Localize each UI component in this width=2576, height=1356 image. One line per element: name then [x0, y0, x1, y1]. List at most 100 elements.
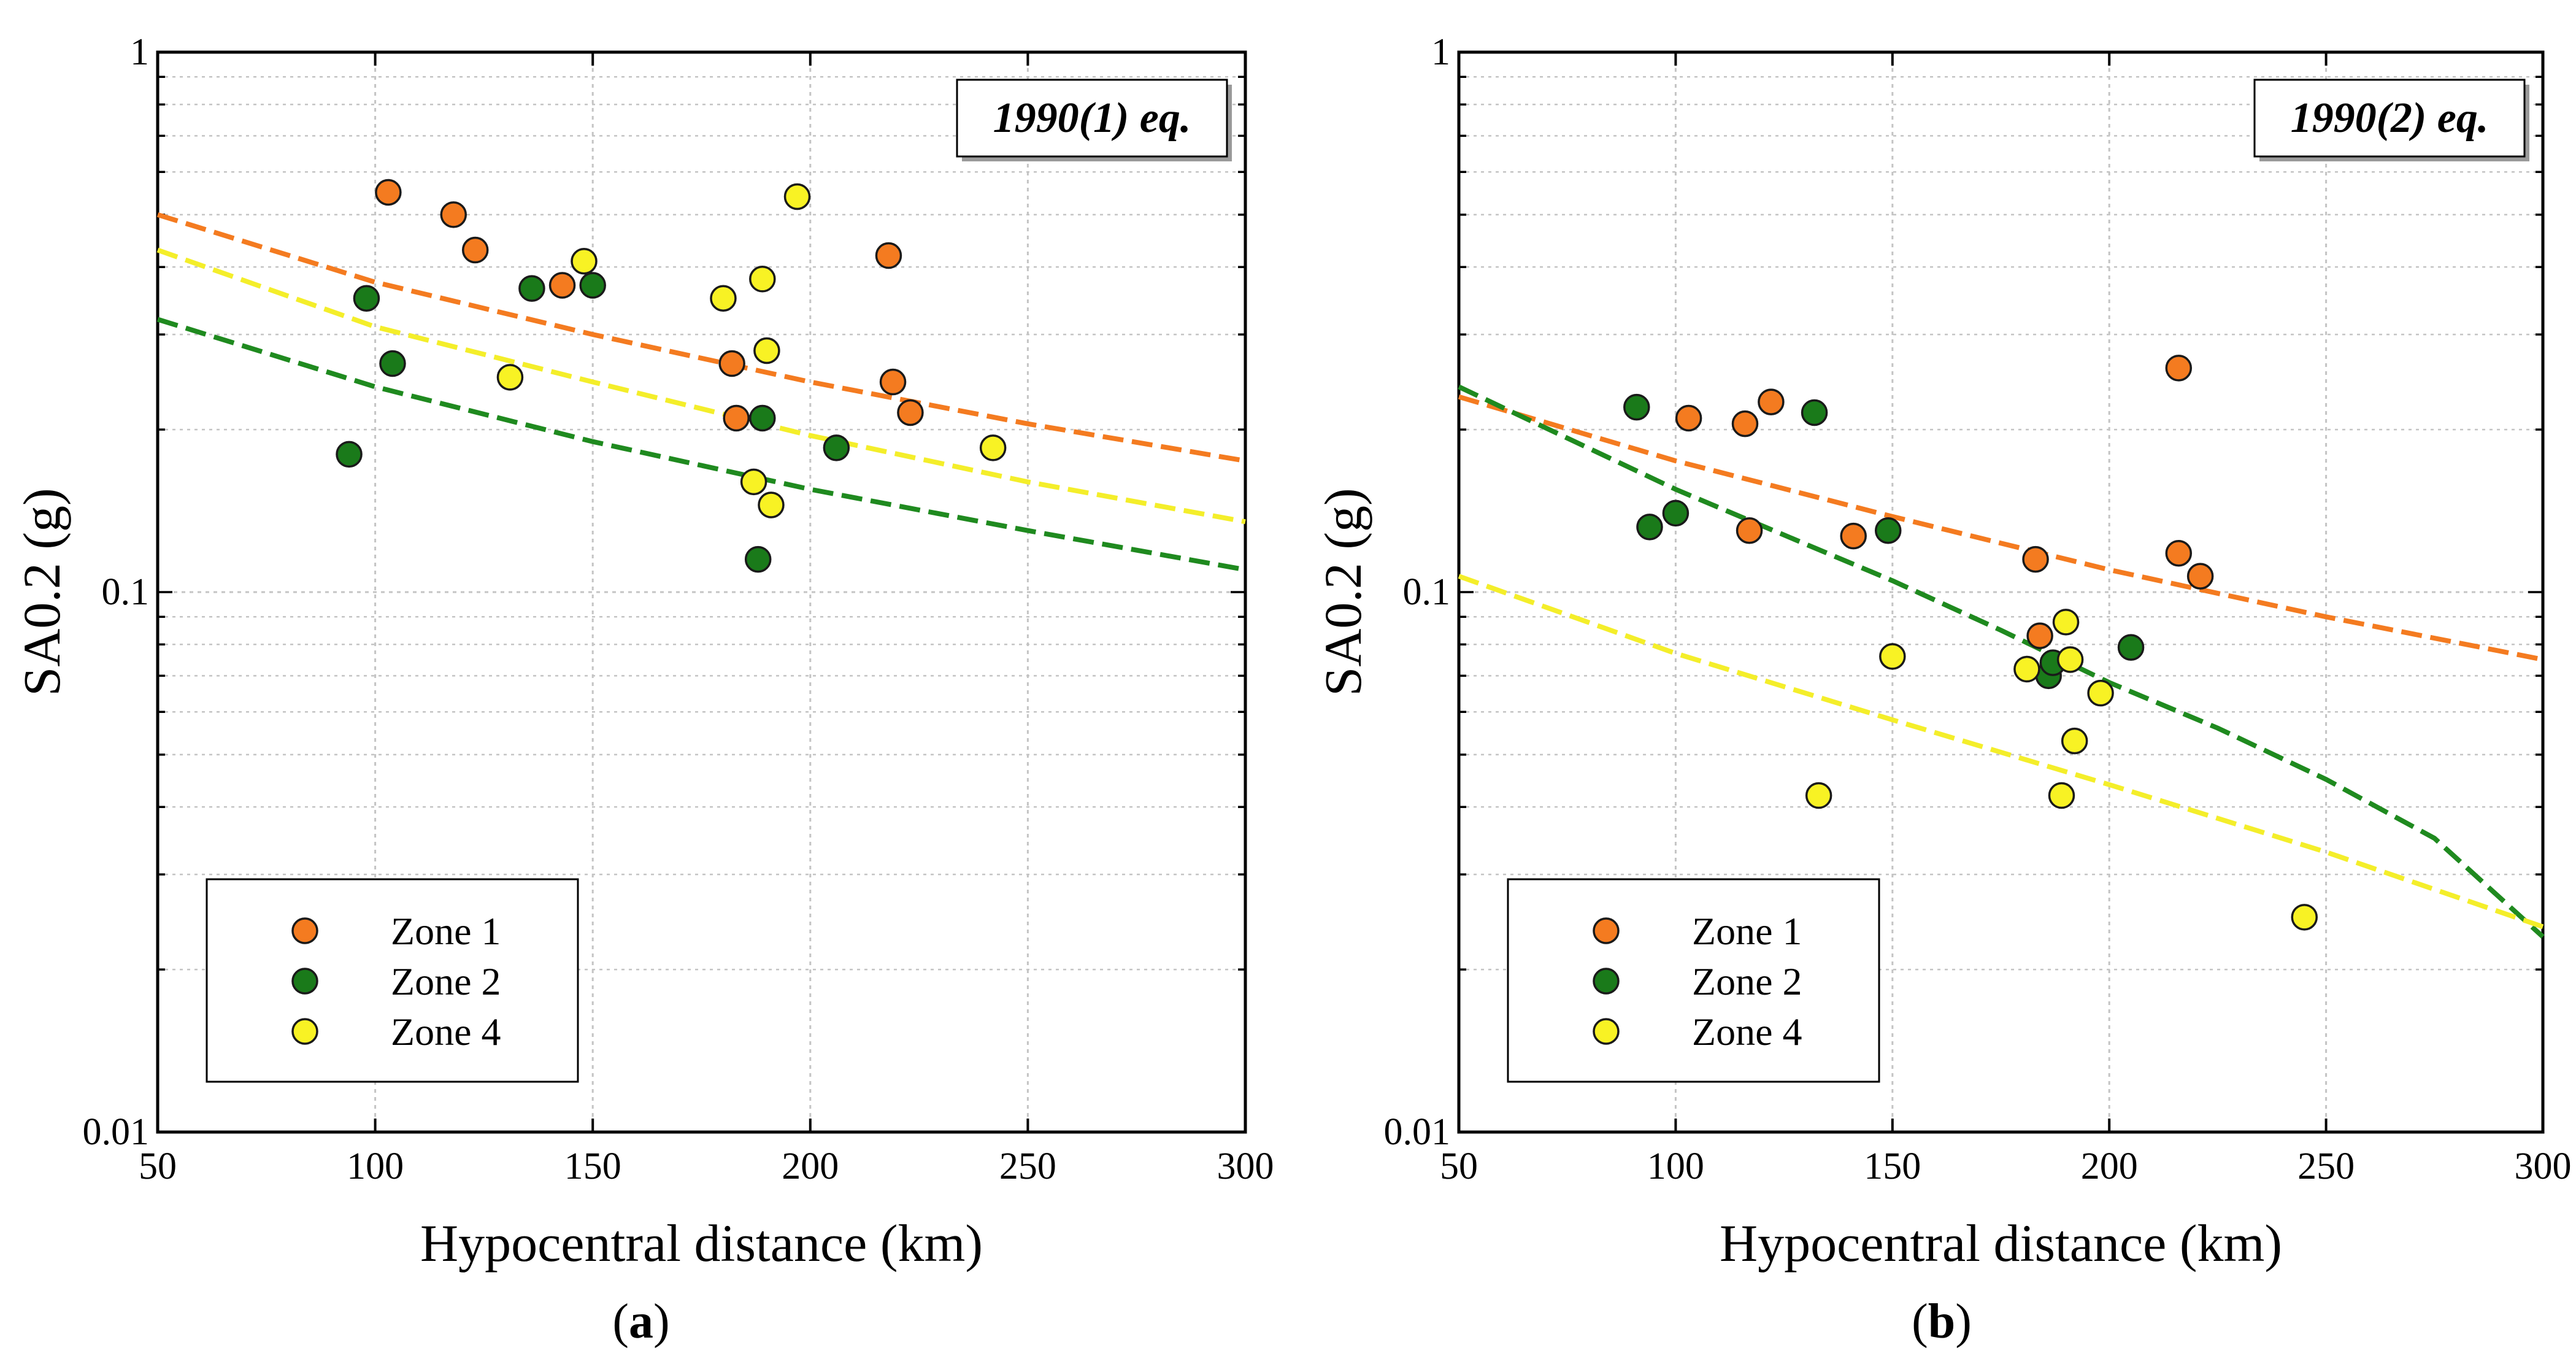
x-tick-label: 300	[2515, 1146, 2572, 1187]
point-zone1	[461, 236, 489, 264]
scatter-points	[1623, 355, 2318, 931]
caption-paren-close: )	[1955, 1295, 1972, 1349]
panel-title: 1990(2) eq.	[2291, 94, 2489, 142]
point-zone1	[723, 404, 750, 432]
x-tick-label: 100	[347, 1146, 404, 1187]
point-zone4	[758, 491, 785, 518]
x-tick-label: 200	[782, 1146, 839, 1187]
y-tick-label: 0.1	[1403, 571, 1451, 613]
point-zone2	[1623, 393, 1650, 421]
point-zone4	[2013, 655, 2040, 683]
y-tick-label: 0.01	[1384, 1111, 1451, 1153]
legend-label-zone2: Zone 2	[391, 960, 501, 1003]
point-zone4	[2087, 679, 2114, 707]
y-axis-title: SA0.2 (g)	[12, 488, 71, 696]
point-zone1	[2165, 539, 2193, 567]
point-zone1	[897, 399, 924, 426]
point-zone4	[496, 364, 524, 391]
caption-paren-close: )	[653, 1295, 670, 1349]
x-tick-label: 250	[999, 1146, 1056, 1187]
point-zone2	[744, 545, 772, 573]
point-zone1	[2022, 545, 2049, 573]
point-zone4	[2056, 646, 2084, 673]
point-zone1	[2186, 563, 2214, 590]
point-zone2	[1801, 399, 1828, 426]
legend-label-zone1: Zone 1	[1692, 909, 1802, 953]
point-zone1	[1731, 410, 1759, 437]
point-zone1	[1675, 404, 1702, 432]
minor-gridlines	[158, 76, 1245, 971]
point-zone4	[783, 183, 811, 210]
point-zone2	[749, 404, 776, 432]
y-tick-label: 1	[130, 31, 149, 73]
legend-label-zone4: Zone 4	[1692, 1010, 1802, 1054]
panel-caption: (b)	[1912, 1295, 1972, 1349]
point-zone4	[1879, 643, 1906, 670]
legend-marker-zone4	[291, 1018, 318, 1045]
fit-line-zone1	[1458, 394, 2543, 662]
fit-curves	[156, 212, 1246, 572]
point-zone2	[579, 272, 606, 299]
legend-label-zone1: Zone 1	[391, 909, 501, 953]
x-tick-label: 150	[1864, 1146, 1921, 1187]
caption-paren-open: (	[612, 1295, 629, 1349]
fit-line-zone1	[156, 212, 1246, 464]
point-zone4	[2052, 609, 2080, 636]
x-tick-label: 250	[2297, 1146, 2355, 1187]
point-zone1	[440, 201, 467, 228]
caption-letter: b	[1928, 1295, 1956, 1349]
scatter-points	[336, 179, 1007, 573]
point-zone4	[710, 285, 737, 312]
legend-label-zone4: Zone 4	[391, 1010, 501, 1054]
major-gridlines	[158, 52, 1245, 1132]
point-zone1	[2165, 355, 2193, 382]
x-tick-label: 100	[1647, 1146, 1704, 1187]
legend-marker-zone1	[291, 917, 318, 944]
point-zone2	[379, 350, 406, 377]
x-axis-title: Hypocentral distance (km)	[1720, 1214, 2282, 1273]
point-zone2	[353, 285, 380, 312]
x-tick-label: 50	[139, 1146, 177, 1187]
legend-box	[1507, 878, 1880, 1083]
point-zone4	[753, 337, 780, 364]
legend-marker-zone2	[291, 968, 318, 995]
x-tick-label: 50	[1440, 1146, 1478, 1187]
point-zone1	[548, 272, 576, 299]
point-zone1	[1840, 522, 1867, 550]
point-zone2	[1874, 517, 1902, 544]
tick-marks	[1458, 52, 2544, 1133]
legend-marker-zone4	[1593, 1018, 1620, 1045]
panel-caption: (a)	[612, 1295, 669, 1349]
title-box	[956, 79, 1228, 158]
fit-curves	[1458, 384, 2545, 939]
point-zone2	[1636, 514, 1663, 541]
chart-panel-b: 50 100 150 200 250 300 0.01 0.1 1 Hypocentral dis…	[1313, 31, 2572, 1349]
fit-line-zone2	[1458, 384, 2545, 939]
point-zone2	[518, 275, 545, 302]
legend-marker-zone2	[1593, 968, 1620, 995]
minor-gridlines	[1459, 76, 2543, 971]
point-zone2	[336, 441, 363, 468]
x-axis-title: Hypocentral distance (km)	[420, 1214, 983, 1273]
point-zone4	[1805, 782, 1832, 809]
fit-line-zone4	[156, 247, 1246, 525]
point-zone4	[2048, 782, 2075, 809]
caption-paren-open: (	[1912, 1295, 1928, 1349]
point-zone4	[979, 434, 1007, 461]
x-tick-label: 150	[564, 1146, 621, 1187]
point-zone2	[823, 434, 850, 461]
y-tick-label: 0.01	[83, 1111, 150, 1153]
point-zone4	[571, 248, 598, 275]
major-gridlines	[1459, 52, 2543, 1132]
point-zone1	[375, 179, 402, 206]
legend-marker-zone1	[1593, 917, 1620, 944]
chart-panel-a: 50 100 150 200 250 300 0.01 0.1 1 Hypocentral dis…	[12, 31, 1274, 1349]
y-tick-label: 1	[1431, 31, 1450, 73]
title-box	[2253, 79, 2526, 158]
panel-title: 1990(1) eq.	[993, 94, 1191, 142]
x-tick-label: 300	[1217, 1146, 1274, 1187]
point-zone2	[2117, 634, 2145, 661]
point-zone2	[1662, 499, 1690, 527]
point-zone4	[2061, 727, 2088, 755]
legend-label-zone2: Zone 2	[1692, 960, 1802, 1003]
